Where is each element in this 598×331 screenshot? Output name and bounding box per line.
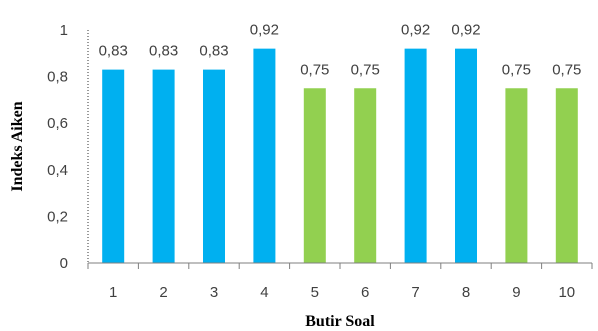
data-label: 0,92 <box>401 22 430 39</box>
bar <box>404 48 427 263</box>
data-labels: 0,83 0,83 0,83 0,92 0,75 0,75 0,92 0,92 0,75 0,75 <box>99 22 582 79</box>
bar <box>203 69 225 263</box>
y-tick-label: 0,6 <box>47 115 68 132</box>
bar <box>303 88 326 263</box>
data-label: 0,75 <box>502 61 531 78</box>
bar <box>152 69 175 263</box>
x-axis-title: Butir Soal <box>305 313 375 330</box>
x-tick-label: 9 <box>512 284 520 301</box>
bar <box>253 48 276 263</box>
x-tick-label: 2 <box>159 284 167 301</box>
x-axis-ticks: 1 2 3 4 5 6 7 8 9 10 <box>87 263 593 301</box>
x-tick-label: 5 <box>311 284 319 301</box>
data-label: 0,75 <box>552 61 581 78</box>
data-label: 0,75 <box>351 61 380 78</box>
x-tick-label: 1 <box>109 284 117 301</box>
x-tick-label: 8 <box>462 284 470 301</box>
data-label: 0,83 <box>199 43 228 60</box>
bars <box>102 48 578 263</box>
x-tick-label: 4 <box>260 284 268 301</box>
y-tick-label: 0,8 <box>47 69 68 86</box>
x-tick-label: 6 <box>361 284 369 301</box>
x-tick-label: 10 <box>558 284 575 301</box>
bar <box>102 69 125 263</box>
x-tick-label: 7 <box>411 284 419 301</box>
y-tick-label: 0,4 <box>47 162 68 179</box>
y-tick-label: 0,2 <box>47 208 68 225</box>
bar <box>354 88 377 263</box>
y-axis-title: Indeks Aiken <box>9 101 26 191</box>
bar <box>505 88 528 263</box>
bar <box>455 48 477 263</box>
y-axis-ticks: 0 0,2 0,4 0,6 0,8 1 <box>47 22 68 272</box>
data-label: 0,75 <box>300 61 329 78</box>
data-label: 0,92 <box>451 22 480 39</box>
data-label: 0,83 <box>99 43 128 60</box>
bar <box>555 88 578 263</box>
data-label: 0,83 <box>149 43 178 60</box>
data-label: 0,92 <box>250 22 279 39</box>
y-tick-label: 0 <box>60 255 68 272</box>
x-tick-label: 3 <box>210 284 218 301</box>
y-tick-label: 1 <box>60 22 68 39</box>
